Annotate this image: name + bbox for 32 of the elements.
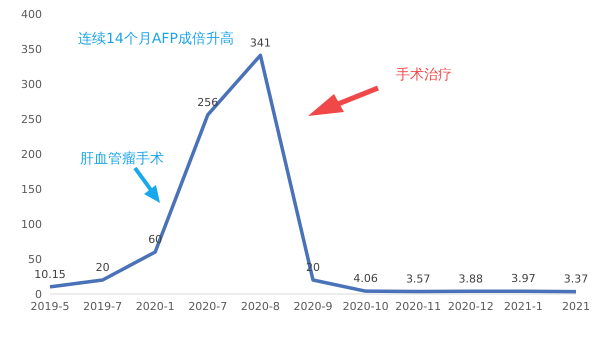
data-label: 10.15 (34, 268, 66, 281)
x-tick-label: 2020-12 (448, 300, 494, 313)
y-tick-label: 50 (28, 252, 42, 266)
y-tick-label: 200 (21, 148, 42, 161)
x-tick-label: 2021-1 (504, 300, 543, 313)
x-tick-label: 2020-9 (294, 300, 332, 313)
data-label: 341 (250, 36, 271, 50)
data-label: 3.88 (458, 272, 484, 286)
annotation: 连续14个月AFP成倍升高 (78, 30, 234, 48)
y-tick-label: 300 (21, 78, 42, 91)
x-tick-label: 2020-10 (342, 300, 389, 313)
data-label: 4.06 (353, 272, 378, 286)
data-label: 3.57 (406, 272, 430, 286)
x-tick-label: 2019-7 (83, 300, 122, 313)
data-label: 20 (96, 261, 110, 274)
x-tick-label: 2020-11 (395, 300, 442, 313)
y-tick-label: 350 (21, 42, 42, 56)
data-label: 3.37 (564, 272, 588, 286)
y-tick-label: 150 (21, 182, 42, 196)
x-tick-label: 2020-1 (136, 300, 175, 313)
y-tick-label: 400 (21, 8, 42, 21)
y-tick-label: 250 (21, 112, 42, 126)
annotation: 肝血管瘤手术 (80, 150, 164, 168)
data-label: 3.97 (511, 272, 536, 286)
y-tick-label: 100 (21, 218, 42, 231)
x-tick-label: 2021 (562, 300, 590, 313)
x-tick-label: 2020-7 (188, 300, 228, 313)
data-label: 256 (197, 96, 218, 109)
x-tick-label: 2020-8 (240, 300, 280, 313)
annotation: 手术治疗 (396, 66, 452, 84)
y-tick-label: 0 (35, 288, 42, 301)
x-tick-label: 2019-5 (30, 300, 70, 313)
